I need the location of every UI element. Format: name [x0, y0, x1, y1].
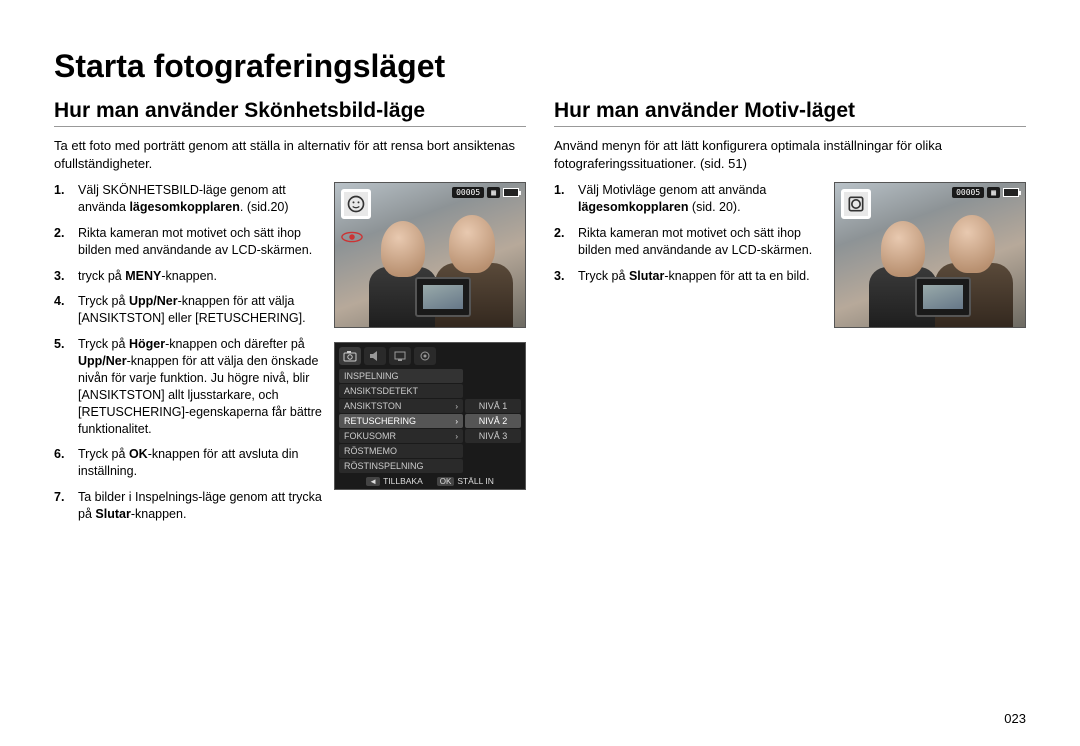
right-intro: Använd menyn för att lätt konfigurera op…: [554, 137, 1026, 172]
menu-item: RÖSTINSPELNING: [339, 459, 463, 473]
menu-tab-sound-icon: [364, 347, 386, 365]
menu-back: ◄TILLBAKA: [366, 476, 423, 486]
page-title: Starta fotograferingsläget: [54, 48, 1026, 85]
battery-icon: [1003, 188, 1019, 197]
menu-item: ANSIKTSTON›: [339, 399, 463, 413]
card-icon: ▦: [487, 187, 500, 198]
right-column: Hur man använder Motiv-läget Använd meny…: [554, 99, 1026, 532]
step-item: 5.Tryck på Höger-knappen och därefter på…: [78, 336, 322, 437]
step-item: 4.Tryck på Upp/Ner-knappen för att välja…: [78, 293, 322, 327]
left-intro: Ta ett foto med porträtt genom att ställ…: [54, 137, 526, 172]
menu-level: NIVÅ 2: [465, 414, 521, 428]
menu-tab-camera-icon: [339, 347, 361, 365]
menu-item: ANSIKTSDETEKT: [339, 384, 463, 398]
card-icon: ▦: [987, 187, 1000, 198]
step-item: 7.Ta bilder i Inspelnings-läge genom att…: [78, 489, 322, 523]
step-item: 1.Välj Motivläge genom att använda läges…: [578, 182, 822, 216]
left-section-title: Hur man använder Skönhetsbild-läge: [54, 99, 526, 127]
menu-item: RETUSCHERING›: [339, 414, 463, 428]
camera-menu: INSPELNINGANSIKTSDETEKTANSIKTSTON›RETUSC…: [334, 342, 526, 490]
right-section-title: Hur man använder Motiv-läget: [554, 99, 1026, 127]
step-item: 2.Rikta kameran mot motivet och sätt iho…: [578, 225, 822, 259]
photo-counter: 00005: [952, 187, 984, 198]
scene-mode-photo: 00005 ▦: [834, 182, 1026, 328]
eye-icon: [341, 231, 363, 243]
menu-ok: OKSTÄLL IN: [437, 476, 494, 486]
face-icon: [341, 189, 371, 219]
scene-icon: [841, 189, 871, 219]
step-item: 1.Välj SKÖNHETSBILD-läge genom att använ…: [78, 182, 322, 216]
beauty-mode-photo: 00005 ▦: [334, 182, 526, 328]
menu-level: NIVÅ 3: [465, 429, 521, 443]
menu-tab-settings-icon: [414, 347, 436, 365]
right-steps: 1.Välj Motivläge genom att använda läges…: [554, 182, 822, 328]
step-item: 6.Tryck på OK-knappen för att avsluta di…: [78, 446, 322, 480]
menu-item: RÖSTMEMO: [339, 444, 463, 458]
left-column: Hur man använder Skönhetsbild-läge Ta et…: [54, 99, 526, 532]
menu-level: NIVÅ 1: [465, 399, 521, 413]
step-item: 2.Rikta kameran mot motivet och sätt iho…: [78, 225, 322, 259]
step-item: 3.Tryck på Slutar-knappen för att ta en …: [578, 268, 822, 285]
menu-item: FOKUSOMR›: [339, 429, 463, 443]
menu-header: INSPELNING: [339, 369, 463, 383]
battery-icon: [503, 188, 519, 197]
step-item: 3.tryck på MENY-knappen.: [78, 268, 322, 285]
left-steps: 1.Välj SKÖNHETSBILD-läge genom att använ…: [54, 182, 322, 532]
menu-tab-display-icon: [389, 347, 411, 365]
page-number: 023: [1004, 711, 1026, 726]
photo-counter: 00005: [452, 187, 484, 198]
